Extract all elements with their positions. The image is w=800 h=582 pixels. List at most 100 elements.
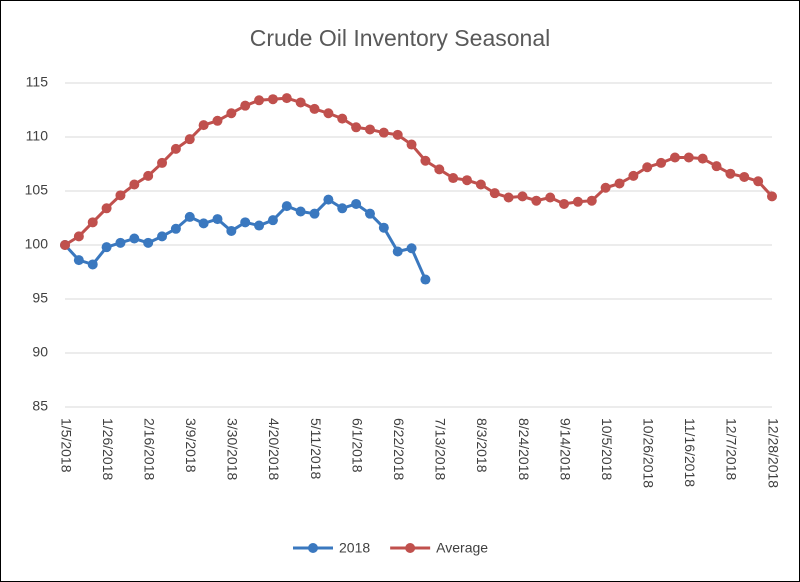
- point: [628, 170, 639, 181]
- series-line: [64, 96, 774, 247]
- point: [448, 173, 459, 184]
- point: [572, 196, 583, 207]
- point: [420, 155, 431, 166]
- point: [364, 208, 375, 219]
- point: [101, 203, 112, 214]
- point: [157, 157, 168, 168]
- point: [309, 103, 320, 114]
- x-tick-label: 11/16/2018: [682, 418, 698, 487]
- point: [212, 214, 223, 225]
- point: [531, 195, 542, 206]
- legend-label: Average: [436, 540, 488, 556]
- y-tick-label: 95: [32, 290, 48, 306]
- point: [725, 168, 736, 179]
- y-tick-label: 110: [26, 128, 49, 144]
- point: [767, 191, 777, 202]
- point: [184, 211, 195, 222]
- y-tick-label: 100: [25, 236, 49, 252]
- point: [309, 208, 320, 219]
- x-tick-label: 1/5/2018: [58, 418, 74, 473]
- point: [697, 153, 708, 164]
- point: [129, 233, 140, 244]
- point: [683, 152, 694, 163]
- point: [87, 217, 98, 228]
- x-tick-label: 3/9/2018: [183, 418, 199, 473]
- point: [87, 259, 98, 270]
- point: [212, 115, 223, 126]
- point: [351, 198, 362, 209]
- point: [240, 217, 251, 228]
- point: [364, 124, 375, 135]
- point: [295, 206, 306, 217]
- x-tick-label: 10/5/2018: [599, 418, 615, 480]
- point: [392, 129, 403, 140]
- point: [406, 243, 417, 254]
- x-tick-label: 6/1/2018: [349, 418, 365, 473]
- point: [170, 143, 181, 154]
- point: [115, 237, 126, 248]
- x-tick-label: 2/16/2018: [141, 418, 157, 480]
- point: [669, 152, 680, 163]
- x-tick-label: 1/26/2018: [100, 418, 116, 480]
- point: [517, 191, 528, 202]
- point: [323, 108, 334, 119]
- x-tick-label: 5/11/2018: [308, 418, 324, 479]
- y-tick-label: 115: [26, 74, 49, 90]
- y-tick-label: 85: [32, 398, 48, 414]
- x-tick-label: 8/24/2018: [516, 418, 532, 480]
- point: [157, 231, 168, 242]
- y-tick-label: 105: [25, 182, 49, 198]
- point: [226, 225, 237, 236]
- point: [73, 255, 84, 266]
- x-tick-label: 6/22/2018: [391, 418, 407, 480]
- point: [753, 176, 764, 187]
- legend-label: 2018: [339, 540, 370, 556]
- point: [600, 182, 611, 193]
- point: [143, 170, 154, 181]
- point: [559, 198, 570, 209]
- point: [198, 218, 209, 229]
- x-tick-label: 3/30/2018: [225, 418, 241, 480]
- legend-marker: [405, 543, 416, 553]
- point: [281, 93, 292, 104]
- x-tick-label: 12/28/2018: [765, 418, 781, 488]
- point: [351, 122, 362, 133]
- point: [434, 164, 445, 175]
- point: [739, 171, 750, 182]
- point: [254, 95, 265, 106]
- point: [337, 203, 348, 214]
- point: [295, 97, 306, 108]
- point: [489, 188, 500, 199]
- point: [642, 162, 653, 173]
- point: [115, 190, 126, 201]
- point: [406, 139, 417, 150]
- point: [267, 94, 278, 105]
- point: [184, 134, 195, 145]
- x-tick-label: 7/13/2018: [433, 418, 449, 480]
- point: [60, 240, 70, 250]
- point: [462, 175, 473, 186]
- point: [101, 242, 112, 253]
- point: [198, 120, 209, 131]
- point: [420, 274, 431, 285]
- point: [475, 179, 486, 190]
- point: [586, 195, 597, 206]
- point: [378, 127, 389, 138]
- point: [711, 161, 722, 172]
- chart-title: Crude Oil Inventory Seasonal: [250, 25, 550, 51]
- point: [73, 231, 84, 242]
- point: [378, 222, 389, 233]
- point: [254, 220, 265, 231]
- point: [170, 223, 181, 234]
- x-tick-label: 4/20/2018: [266, 418, 282, 480]
- x-tick-label: 8/3/2018: [474, 418, 490, 473]
- point: [656, 157, 667, 168]
- point: [281, 201, 292, 212]
- point: [240, 100, 251, 111]
- point: [392, 246, 403, 257]
- point: [337, 113, 348, 124]
- point: [545, 192, 556, 203]
- point: [226, 108, 237, 119]
